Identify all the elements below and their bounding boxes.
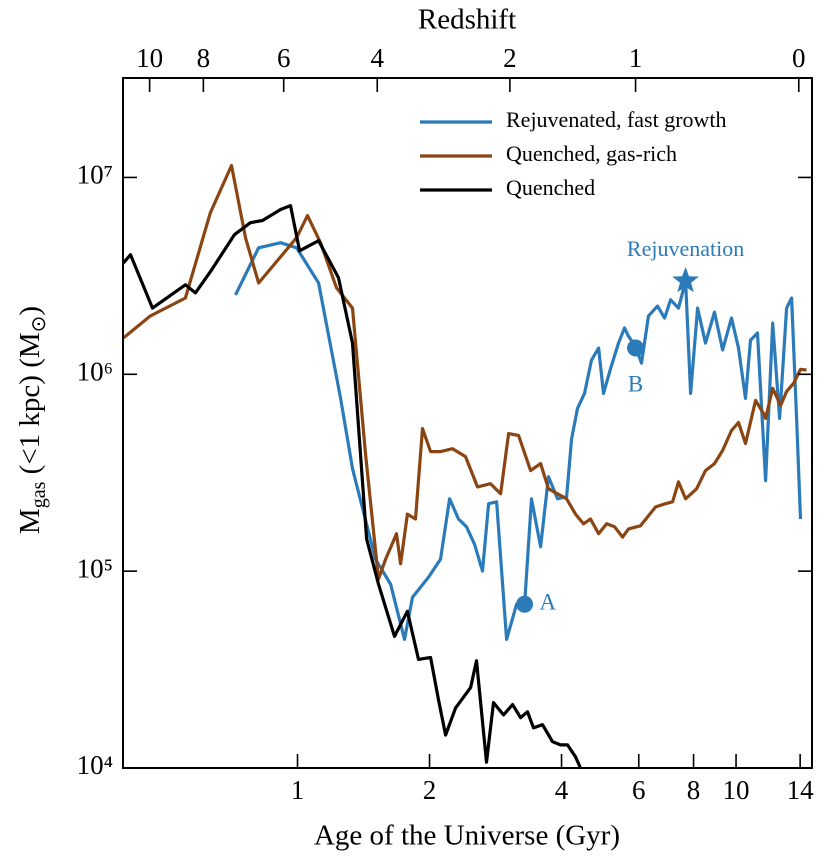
x2-tick-label: 0 xyxy=(792,43,806,73)
x2-tick-label: 10 xyxy=(136,43,163,73)
annotation-label: Rejuvenation xyxy=(627,236,744,261)
x2-tick-label: 1 xyxy=(629,43,643,73)
x-tick-label: 2 xyxy=(423,775,437,805)
annotation-label: B xyxy=(628,371,643,396)
x-axis-label: Age of the Universe (Gyr) xyxy=(314,820,620,852)
x-tick-label: 6 xyxy=(632,775,646,805)
x2-axis-label: Redshift xyxy=(418,4,516,36)
y-label-part: ⊙ xyxy=(28,316,50,333)
plot-frame xyxy=(122,77,813,769)
series-line xyxy=(234,241,803,641)
y-tick-label: 10⁶ xyxy=(77,356,113,386)
annotation-marker xyxy=(627,339,645,357)
y-tick-label: 10⁴ xyxy=(77,750,113,780)
x-tick-label: 14 xyxy=(787,775,815,805)
y-label-part: ) xyxy=(14,306,46,316)
legend-label: Quenched, gas-rich xyxy=(506,141,677,166)
legend-label: Rejuvenated, fast growth xyxy=(506,107,727,132)
plot-area xyxy=(123,163,807,768)
x-tick-label: 1 xyxy=(291,775,305,805)
y-label-part: (<1 kpc) (M xyxy=(14,332,46,481)
x-tick-label: 4 xyxy=(555,775,569,805)
annotation-label: A xyxy=(540,590,557,615)
annotation-marker xyxy=(672,266,699,293)
y-tick-label: 10⁵ xyxy=(77,553,113,583)
x2-tick-label: 4 xyxy=(371,43,385,73)
x-tick-label: 8 xyxy=(687,775,701,805)
series-line xyxy=(123,204,582,768)
annotation-marker xyxy=(516,595,534,613)
y-label-part: M xyxy=(14,508,46,534)
y-tick-label: 10⁷ xyxy=(77,160,113,190)
series-line xyxy=(123,163,807,581)
x2-tick-label: 2 xyxy=(503,43,517,73)
x2-tick-label: 6 xyxy=(277,43,291,73)
x2-tick-label: 8 xyxy=(197,43,211,73)
x-tick-label: 10 xyxy=(723,775,750,805)
y-label-part: gas xyxy=(28,481,50,508)
y-axis-label: Mgas (<1 kpc) (M⊙) xyxy=(14,306,50,534)
legend-label: Quenched xyxy=(506,175,595,200)
